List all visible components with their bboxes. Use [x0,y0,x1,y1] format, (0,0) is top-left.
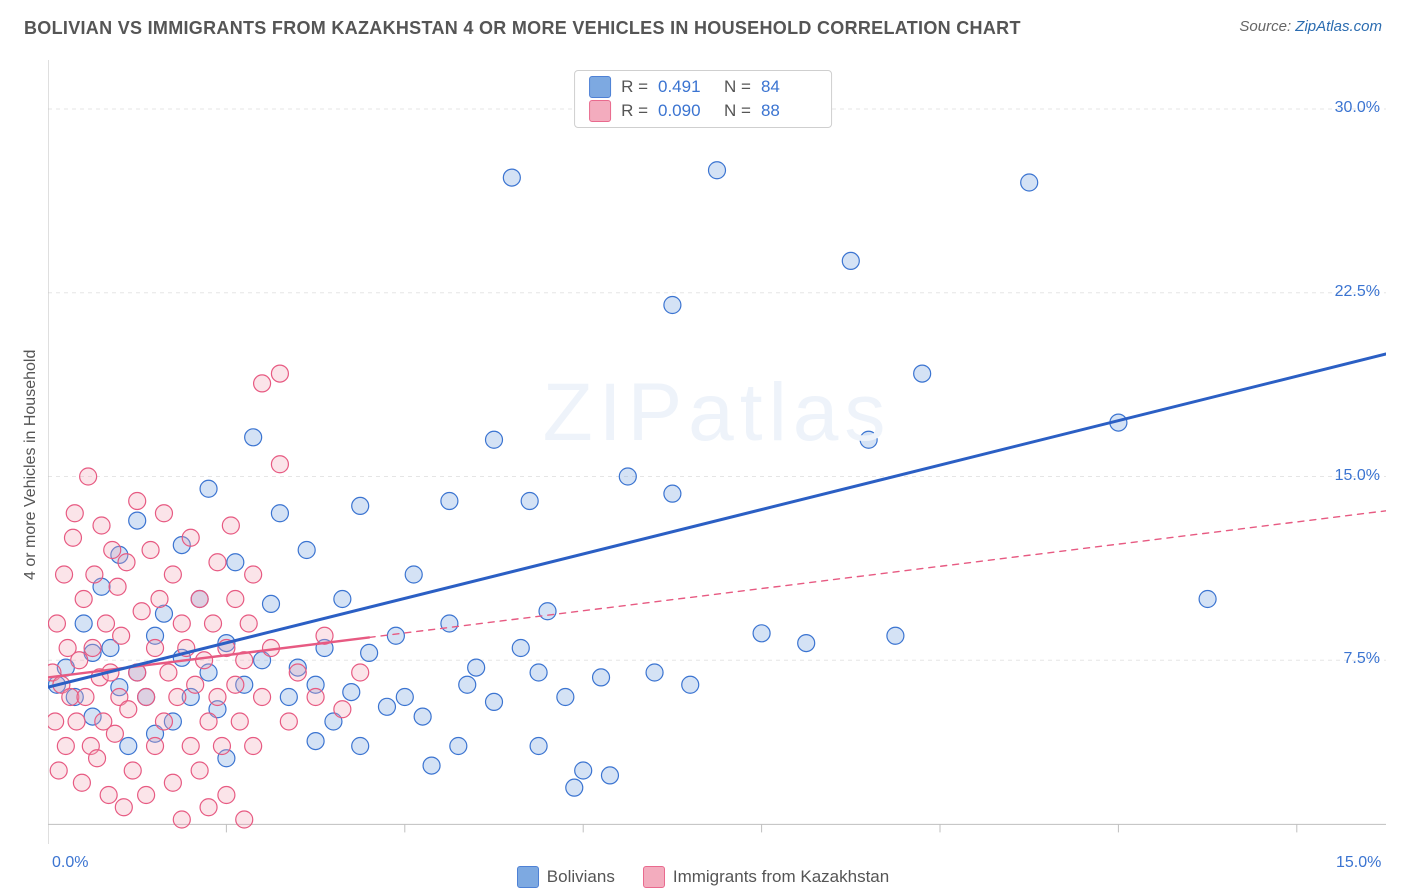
y-tick-label: 7.5% [1344,650,1380,668]
y-tick-label: 15.0% [1335,467,1380,485]
swatch-b-icon [589,100,611,122]
source-link[interactable]: ZipAtlas.com [1295,18,1382,35]
n-label: N = [724,99,751,123]
chart-title: BOLIVIAN VS IMMIGRANTS FROM KAZAKHSTAN 4… [24,18,1021,39]
n-value-a: 84 [761,75,817,99]
chart-container: BOLIVIAN VS IMMIGRANTS FROM KAZAKHSTAN 4… [0,0,1406,892]
legend-label-a: Bolivians [547,867,615,887]
y-tick-label: 22.5% [1335,283,1380,301]
source-prefix: Source: [1239,18,1295,35]
correlation-row-a: R = 0.491 N = 84 [589,75,817,99]
plot-svg [48,60,1386,844]
legend-label-b: Immigrants from Kazakhstan [673,867,889,887]
r-value-a: 0.491 [658,75,714,99]
legend-item-b: Immigrants from Kazakhstan [643,866,889,888]
correlation-legend: R = 0.491 N = 84 R = 0.090 N = 88 [574,70,832,128]
plot-area: ZIPatlas [48,60,1386,844]
swatch-a-icon [589,76,611,98]
swatch-bolivians-icon [517,866,539,888]
n-value-b: 88 [761,99,817,123]
r-label: R = [621,75,648,99]
r-label: R = [621,99,648,123]
y-axis-label: 4 or more Vehicles in Household [22,350,40,580]
correlation-row-b: R = 0.090 N = 88 [589,99,817,123]
source-attribution: Source: ZipAtlas.com [1239,18,1382,35]
legend-item-a: Bolivians [517,866,615,888]
n-label: N = [724,75,751,99]
r-value-b: 0.090 [658,99,714,123]
series-legend: Bolivians Immigrants from Kazakhstan [0,866,1406,888]
y-tick-label: 30.0% [1335,99,1380,117]
swatch-kazakhstan-icon [643,866,665,888]
